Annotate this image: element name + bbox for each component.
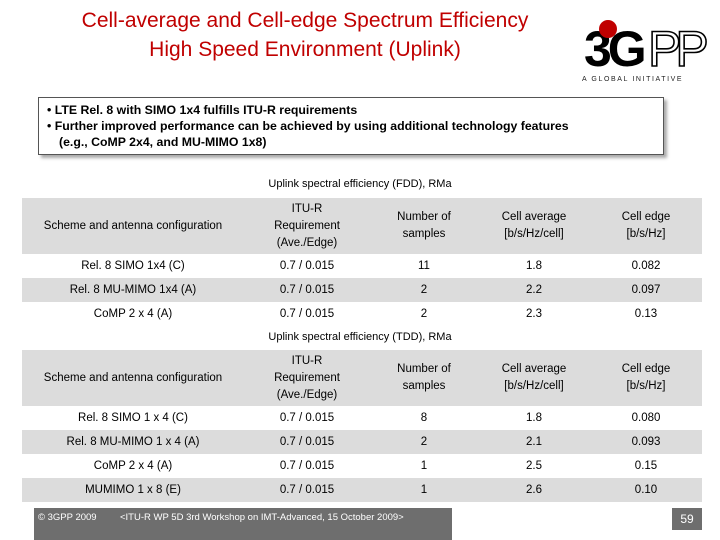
header-scheme: Scheme and antenna configuration (22, 198, 244, 254)
cell-requirement: 0.7 / 0.015 (279, 460, 335, 472)
header-cell-edge: Cell edge [b/s/Hz] (590, 198, 702, 254)
header-samples: Number of samples (370, 198, 478, 254)
cell-samples: 1 (420, 460, 428, 472)
table-row: CoMP 2 x 4 (A) 0.7 / 0.015 2 2.3 0.13 (22, 302, 702, 326)
logo-pp: PP (648, 21, 706, 77)
cell-average: 1.8 (526, 260, 542, 272)
table-row: Rel. 8 SIMO 1x4 (C) 0.7 / 0.015 11 1.8 0… (22, 254, 702, 278)
cell-samples: 8 (420, 412, 428, 424)
cell-edge: 0.093 (590, 430, 702, 454)
header-scheme: Scheme and antenna configuration (22, 350, 244, 406)
cell-scheme: CoMP 2 x 4 (A) (93, 460, 173, 472)
summary-box: • LTE Rel. 8 with SIMO 1x4 fulfills ITU-… (38, 97, 664, 155)
title-line-1: Cell-average and Cell-edge Spectrum Effi… (81, 9, 529, 32)
cell-edge: 0.15 (634, 460, 658, 472)
header-requirement: ITU-R Requirement (Ave./Edge) (244, 350, 370, 406)
bullet-2-continuation: (e.g., CoMP 2x4, and MU-MIMO 1x8) (59, 135, 267, 149)
table-row: Rel. 8 MU-MIMO 1x4 (A) 0.7 / 0.015 2 2.2… (22, 278, 702, 302)
footer-event: <ITU-R WP 5D 3rd Workshop on IMT-Advance… (120, 512, 404, 523)
logo-red-dot (599, 20, 617, 38)
title-line-2: High Speed Environment (Uplink) (149, 38, 461, 61)
table-header-row: Scheme and antenna configuration ITU-R Re… (22, 198, 702, 254)
footer-copyright: © 3GPP 2009 (38, 512, 97, 523)
bullet-1: • LTE Rel. 8 with SIMO 1x4 fulfills ITU-… (47, 103, 358, 117)
cell-requirement: 0.7 / 0.015 (279, 260, 335, 272)
cell-average: 2.1 (478, 430, 590, 454)
cell-requirement: 0.7 / 0.015 (279, 308, 335, 320)
header-cell-average: Cell average [b/s/Hz/cell] (478, 350, 590, 406)
table-row: Rel. 8 SIMO 1 x 4 (C) 0.7 / 0.015 8 1.8 … (22, 406, 702, 430)
cell-samples: 1 (370, 478, 478, 502)
logo-tagline: A GLOBAL INITIATIVE (582, 76, 684, 83)
tdd-table: Scheme and antenna configuration ITU-R Re… (22, 350, 702, 502)
cell-scheme: Rel. 8 MU-MIMO 1x4 (A) (22, 278, 244, 302)
cell-requirement: 0.7 / 0.015 (279, 412, 335, 424)
cell-scheme: CoMP 2 x 4 (A) (93, 308, 173, 320)
cell-edge: 0.082 (631, 260, 661, 272)
header-samples: Number of samples (370, 350, 478, 406)
cell-average: 2.3 (526, 308, 542, 320)
page-number: 59 (672, 508, 702, 530)
bullet-2: • Further improved performance can be ac… (47, 119, 569, 133)
cell-edge: 0.10 (590, 478, 702, 502)
tdd-table-caption: Uplink spectral efficiency (TDD), RMa (268, 331, 452, 343)
table-header-row: Scheme and antenna configuration ITU-R Re… (22, 350, 702, 406)
header-requirement: ITU-R Requirement (Ave./Edge) (244, 198, 370, 254)
cell-scheme: Rel. 8 SIMO 1x4 (C) (81, 260, 185, 272)
header-cell-edge: Cell edge [b/s/Hz] (590, 350, 702, 406)
cell-edge: 0.097 (590, 278, 702, 302)
cell-requirement: 0.7 / 0.015 (244, 430, 370, 454)
cell-samples: 2 (370, 278, 478, 302)
table-row: Rel. 8 MU-MIMO 1 x 4 (A) 0.7 / 0.015 2 2… (22, 430, 702, 454)
cell-average: 2.2 (478, 278, 590, 302)
header-cell-average: Cell average [b/s/Hz/cell] (478, 198, 590, 254)
cell-scheme: Rel. 8 SIMO 1 x 4 (C) (78, 412, 188, 424)
page-title: Cell-average and Cell-edge Spectrum Effi… (40, 6, 570, 64)
cell-samples: 2 (370, 430, 478, 454)
cell-samples: 11 (418, 260, 430, 272)
cell-samples: 2 (420, 308, 428, 320)
footer-bar: © 3GPP 2009 <ITU-R WP 5D 3rd Workshop on … (34, 508, 452, 540)
3gpp-logo: 3G PP (584, 20, 708, 78)
table-row: CoMP 2 x 4 (A) 0.7 / 0.015 1 2.5 0.15 (22, 454, 702, 478)
fdd-table: Scheme and antenna configuration ITU-R Re… (22, 198, 702, 326)
cell-edge: 0.080 (631, 412, 661, 424)
cell-requirement: 0.7 / 0.015 (244, 278, 370, 302)
cell-average: 2.6 (478, 478, 590, 502)
cell-scheme: MUMIMO 1 x 8 (E) (22, 478, 244, 502)
cell-edge: 0.13 (634, 308, 658, 320)
fdd-table-caption: Uplink spectral efficiency (FDD), RMa (268, 178, 452, 190)
cell-average: 1.8 (526, 412, 542, 424)
cell-requirement: 0.7 / 0.015 (244, 478, 370, 502)
table-row: MUMIMO 1 x 8 (E) 0.7 / 0.015 1 2.6 0.10 (22, 478, 702, 502)
cell-average: 2.5 (526, 460, 542, 472)
cell-scheme: Rel. 8 MU-MIMO 1 x 4 (A) (22, 430, 244, 454)
